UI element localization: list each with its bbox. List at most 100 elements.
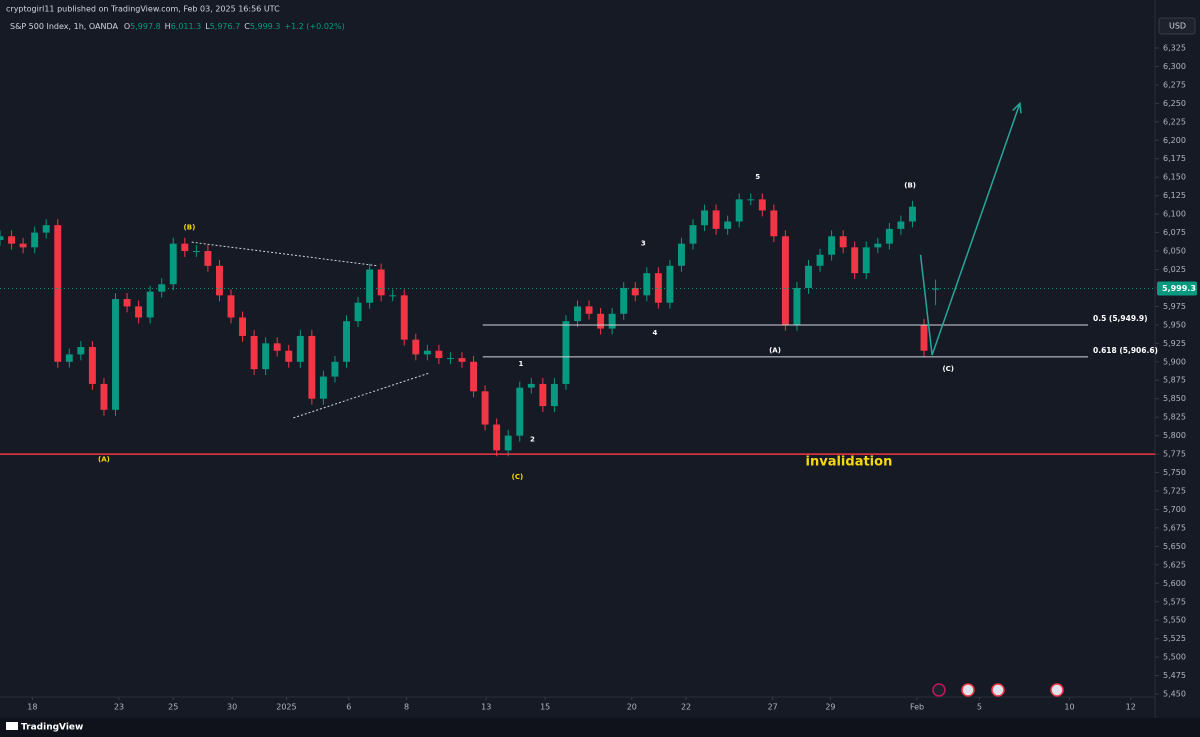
candle-body [805, 265, 812, 288]
candle-body [389, 295, 397, 297]
publisher: cryptogirl11 published on TradingView.co… [6, 5, 280, 14]
y-tick-label: 5,975 [1163, 302, 1186, 311]
y-tick-label: 5,750 [1163, 468, 1186, 477]
candle-body [701, 210, 709, 226]
candle-body [631, 287, 639, 296]
y-tick-label: 5,925 [1163, 339, 1186, 348]
candle-body [169, 243, 177, 285]
x-tick-label: 18 [27, 703, 37, 712]
y-tick-label: 6,025 [1163, 265, 1186, 274]
candle-body [423, 350, 431, 355]
wave-label: 4 [652, 329, 657, 337]
wave-label: (B) [184, 223, 196, 231]
wave-label: (A) [769, 347, 781, 355]
x-tick-label: 5 [977, 703, 982, 712]
candle-body [354, 302, 362, 322]
candle-body [239, 317, 247, 336]
x-tick-label: 30 [227, 703, 237, 712]
trendline [191, 241, 378, 267]
y-tick-label: 5,825 [1163, 413, 1186, 422]
candle-body [123, 299, 131, 307]
x-tick-label: 13 [481, 703, 491, 712]
candle-body [135, 306, 143, 318]
y-tick-label: 5,475 [1163, 671, 1186, 680]
candle-body [366, 269, 374, 303]
candle-body [31, 232, 39, 248]
x-tick-label: 27 [768, 703, 778, 712]
y-tick-label: 5,450 [1163, 690, 1186, 699]
currency: USD [1169, 22, 1186, 31]
fib-label: 0.618 (5,906.6) [1093, 346, 1158, 355]
candle-body [828, 236, 836, 255]
candle-body [227, 295, 235, 318]
y-tick-label: 5,775 [1163, 450, 1186, 459]
ohlc-key: O [124, 22, 130, 31]
y-tick-label: 6,225 [1163, 117, 1186, 126]
candle-body [793, 287, 801, 325]
wave-label: (A) [98, 455, 110, 463]
candle-body [343, 321, 350, 362]
brand: TradingView [21, 723, 83, 733]
y-tick-label: 6,075 [1163, 228, 1186, 237]
candle-body [862, 247, 870, 274]
y-tick-label: 5,950 [1163, 320, 1186, 329]
candle-body [204, 251, 212, 266]
candle-body [677, 243, 685, 266]
symbol: S&P 500 Index, 1h, OANDA [10, 22, 118, 31]
ohlc-value: 6,011.3 [171, 22, 202, 31]
candle-body [920, 324, 928, 351]
candle-body [689, 225, 697, 244]
candle-body [100, 383, 108, 410]
candle-body [885, 228, 893, 244]
y-tick-label: 6,325 [1163, 43, 1186, 52]
last-price-box [1157, 281, 1197, 296]
candle-body [285, 350, 293, 362]
y-tick-label: 5,850 [1163, 394, 1186, 403]
candle-body [574, 306, 581, 322]
footer-bar [0, 718, 1200, 737]
ohlc-value: 5,976.7 [210, 22, 241, 31]
candle-body [908, 206, 916, 222]
candle-body [112, 299, 119, 410]
x-tick-label: 15 [540, 703, 550, 712]
y-tick-label: 5,800 [1163, 431, 1186, 440]
wave-label: 1 [518, 360, 523, 368]
y-tick-label: 6,100 [1163, 210, 1186, 219]
candle-body [0, 236, 4, 240]
wave-label: (C) [512, 473, 524, 481]
candle-body [516, 387, 524, 436]
projection-path [919, 103, 1021, 356]
tv-logo [6, 722, 18, 730]
candle-body [770, 210, 778, 237]
candle-body [308, 335, 316, 399]
candle-body [874, 243, 882, 248]
candle-body [643, 273, 651, 296]
x-tick-label: 23 [114, 703, 124, 712]
change: +1.2 (+0.02%) [284, 22, 344, 31]
y-tick-label: 6,200 [1163, 136, 1186, 145]
candle-body [296, 335, 304, 362]
candle-body [319, 376, 327, 399]
candle-body [562, 321, 570, 384]
candle-body [608, 313, 616, 329]
y-tick-label: 5,625 [1163, 560, 1186, 569]
candle-body [42, 225, 50, 233]
y-tick-label: 5,550 [1163, 616, 1186, 625]
y-tick-label: 6,250 [1163, 99, 1186, 108]
y-tick-label: 5,650 [1163, 542, 1186, 551]
y-tick-label: 5,500 [1163, 653, 1186, 662]
candle-body [758, 199, 766, 211]
y-tick-label: 5,700 [1163, 505, 1186, 514]
y-tick-label: 6,050 [1163, 247, 1186, 256]
candle-body [712, 210, 720, 229]
y-tick-label: 5,600 [1163, 579, 1186, 588]
candle-body [458, 358, 466, 362]
candle-body [527, 383, 535, 388]
symbol-legend: S&P 500 Index, 1h, OANDA O5,997.8 H6,011.3… [10, 22, 345, 31]
wave-label: (B) [904, 181, 916, 189]
candle-body [65, 354, 73, 362]
candle-body [620, 287, 628, 314]
candle-body [8, 236, 16, 244]
